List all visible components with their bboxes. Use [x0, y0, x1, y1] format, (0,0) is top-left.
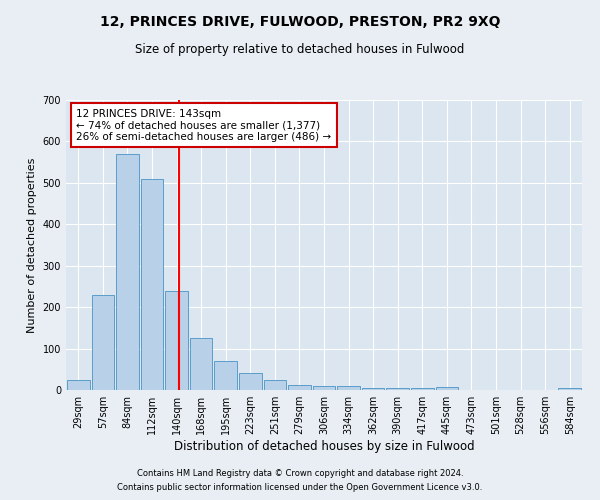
Bar — [116, 154, 139, 390]
X-axis label: Distribution of detached houses by size in Fulwood: Distribution of detached houses by size … — [173, 440, 475, 453]
Y-axis label: Number of detached properties: Number of detached properties — [27, 158, 37, 332]
Bar — [559, 388, 581, 390]
Bar — [362, 388, 385, 390]
Bar — [67, 380, 89, 390]
Text: Size of property relative to detached houses in Fulwood: Size of property relative to detached ho… — [136, 42, 464, 56]
Bar — [411, 388, 434, 390]
Bar — [337, 386, 360, 390]
Bar — [436, 387, 458, 390]
Bar — [313, 386, 335, 390]
Bar — [92, 294, 114, 390]
Text: 12 PRINCES DRIVE: 143sqm
← 74% of detached houses are smaller (1,377)
26% of sem: 12 PRINCES DRIVE: 143sqm ← 74% of detach… — [76, 108, 331, 142]
Text: Contains HM Land Registry data © Crown copyright and database right 2024.: Contains HM Land Registry data © Crown c… — [137, 468, 463, 477]
Bar — [165, 290, 188, 390]
Bar — [386, 388, 409, 390]
Bar — [288, 385, 311, 390]
Bar — [214, 361, 237, 390]
Text: Contains public sector information licensed under the Open Government Licence v3: Contains public sector information licen… — [118, 484, 482, 492]
Bar — [263, 380, 286, 390]
Bar — [140, 178, 163, 390]
Text: 12, PRINCES DRIVE, FULWOOD, PRESTON, PR2 9XQ: 12, PRINCES DRIVE, FULWOOD, PRESTON, PR2… — [100, 15, 500, 29]
Bar — [239, 374, 262, 390]
Bar — [190, 338, 212, 390]
